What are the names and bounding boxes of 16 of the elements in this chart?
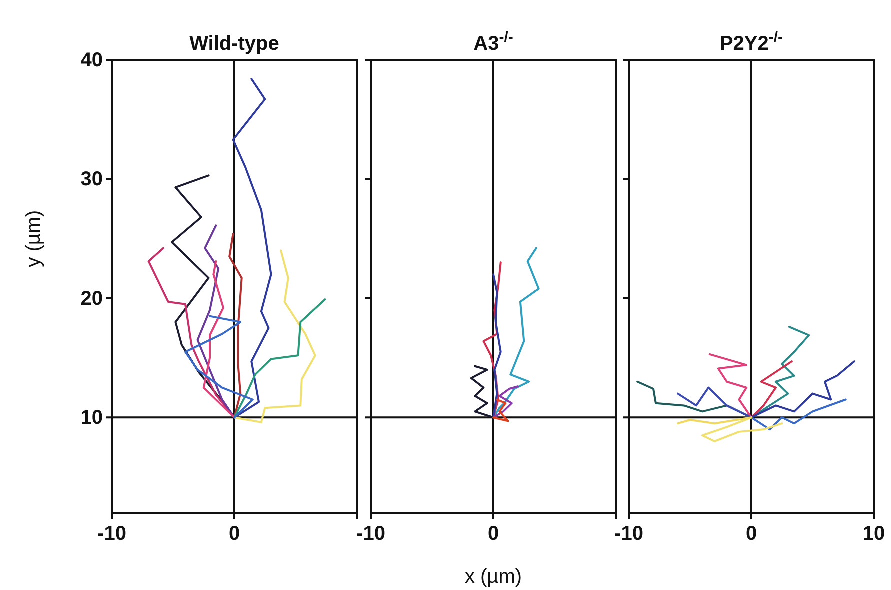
- x-tick-label: -10: [614, 523, 644, 545]
- y-tick-label: 30: [80, 168, 103, 191]
- y-tick-label: 40: [80, 49, 103, 72]
- chart-title: Wild-type: [190, 33, 280, 55]
- x-tick-label: 0: [488, 523, 500, 545]
- x-tick-label: -10: [356, 523, 386, 545]
- y-tick-label: 20: [80, 288, 103, 310]
- y-tick-label: 10: [80, 407, 103, 430]
- chart-title: A3$^{-/-}$: [474, 28, 514, 55]
- y-axis-title: y (µm): [23, 210, 45, 268]
- chart-title: P2Y2$^{-/-}$: [720, 28, 784, 55]
- x-tick-label: -10: [98, 523, 126, 545]
- x-tick-label: 0: [228, 523, 240, 545]
- x-tick-label: 0: [746, 523, 758, 545]
- x-axis-title: x (µm): [464, 566, 522, 588]
- x-tick-label: 10: [862, 523, 886, 545]
